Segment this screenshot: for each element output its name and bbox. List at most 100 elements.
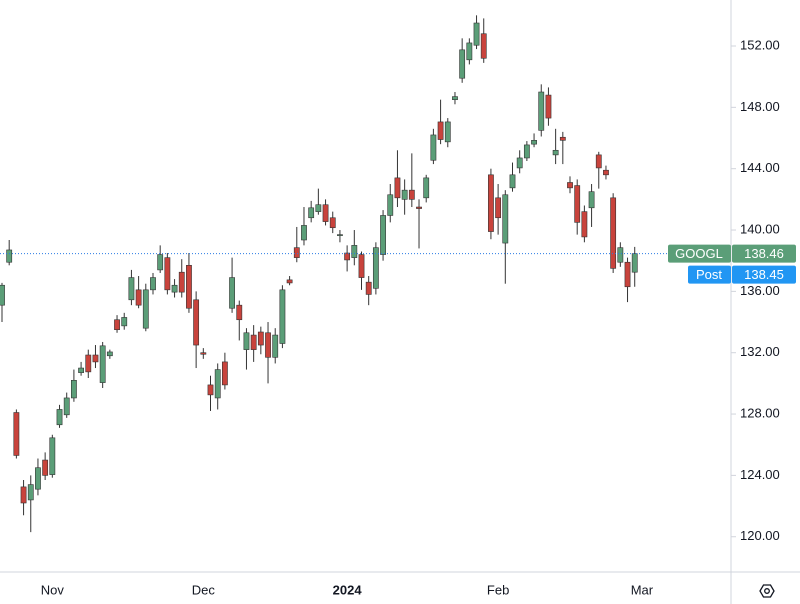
candle-body	[452, 96, 458, 100]
candle-body	[164, 257, 171, 291]
candle-body	[85, 354, 92, 373]
candle-body	[631, 253, 638, 273]
candle-body	[171, 284, 178, 293]
candle-body	[473, 22, 480, 46]
candle-body	[416, 206, 422, 209]
y-tick-label: 136.00	[740, 283, 780, 298]
candle-body	[480, 33, 487, 59]
y-tick-label: 148.00	[740, 99, 780, 114]
candle-body	[509, 174, 516, 189]
candle-body	[178, 271, 185, 293]
candle-body	[257, 331, 264, 346]
y-tick-label: 124.00	[740, 467, 780, 482]
candle-body	[595, 154, 602, 169]
candle-body	[150, 277, 156, 291]
y-tick-label: 144.00	[740, 160, 780, 175]
candle-body	[250, 334, 257, 350]
candle-body	[365, 281, 372, 295]
candle-body	[135, 289, 142, 306]
x-tick-label: 2024	[333, 582, 363, 597]
candle-body	[610, 197, 617, 269]
last-price-label: GOOGL	[675, 246, 723, 261]
candle-body	[0, 284, 5, 306]
candle-body	[358, 254, 365, 278]
candle-body	[157, 254, 164, 271]
y-tick-label: 132.00	[740, 344, 780, 359]
candle-body	[387, 194, 394, 216]
candle-body	[337, 234, 343, 236]
candle-body	[617, 247, 624, 263]
candle-body	[301, 225, 307, 241]
candle-body	[293, 247, 300, 258]
candle-body	[142, 289, 149, 329]
candle-body	[78, 367, 84, 373]
candle-body	[128, 277, 135, 301]
y-tick-label: 128.00	[740, 405, 780, 420]
candle-body	[6, 249, 13, 263]
candle-body	[538, 91, 545, 131]
candle-body	[495, 197, 502, 219]
candle-body	[27, 484, 34, 501]
post-price-value: 138.45	[744, 267, 784, 282]
candle-body	[114, 319, 120, 331]
candle-body	[372, 247, 379, 289]
candle-body	[308, 207, 315, 219]
last-price-value-tag	[732, 244, 796, 263]
y-tick-label: 140.00	[740, 221, 780, 236]
settings-button[interactable]	[759, 584, 775, 598]
candle-body	[430, 134, 437, 161]
candle-body	[13, 412, 20, 456]
settings-icon-center	[764, 588, 770, 594]
candle-body	[344, 252, 351, 261]
candle-body	[243, 332, 250, 350]
candle-body	[466, 42, 473, 61]
post-price-value-tag	[732, 265, 796, 284]
candle-body	[193, 299, 200, 346]
candle-body	[401, 189, 408, 200]
candle-body	[380, 215, 386, 255]
candle-body	[265, 332, 271, 358]
post-price-tag	[688, 265, 731, 284]
y-tick-label: 152.00	[740, 37, 780, 52]
candle-body	[459, 49, 466, 79]
candle-body	[286, 279, 293, 284]
candle-body	[351, 245, 358, 258]
candle-body	[121, 317, 128, 327]
candle-body	[567, 182, 573, 189]
last-price-value: 138.46	[744, 246, 784, 261]
candle-body	[624, 261, 631, 288]
candle-body	[49, 437, 56, 475]
candle-body	[279, 289, 286, 344]
candle-body	[35, 467, 41, 490]
candle-body	[437, 121, 444, 140]
x-tick-label: Nov	[41, 582, 65, 597]
candle-body	[56, 409, 63, 426]
candle-body	[581, 211, 588, 238]
candle-body	[559, 136, 566, 141]
candle-body	[394, 177, 401, 199]
candle-body	[200, 352, 207, 355]
candle-body	[444, 121, 451, 143]
candle-body	[502, 194, 509, 244]
post-price-label: Post	[696, 267, 722, 282]
y-tick-label: 120.00	[740, 528, 780, 543]
plot-area	[0, 15, 638, 533]
candle-body	[42, 459, 49, 476]
candle-body	[236, 304, 243, 321]
candle-body	[423, 177, 430, 199]
candle-body	[516, 157, 523, 169]
candle-body	[545, 94, 552, 119]
candle-body	[106, 351, 113, 357]
candle-body	[207, 384, 214, 396]
candle-body	[488, 174, 494, 232]
candle-body	[531, 140, 537, 145]
x-tick-label: Mar	[631, 582, 654, 597]
candle-body	[574, 185, 581, 223]
candle-body	[221, 361, 228, 386]
candle-body	[329, 217, 336, 229]
settings-icon	[759, 584, 775, 598]
candle-body	[552, 149, 559, 156]
candle-body	[63, 397, 70, 416]
candle-body	[408, 189, 415, 200]
